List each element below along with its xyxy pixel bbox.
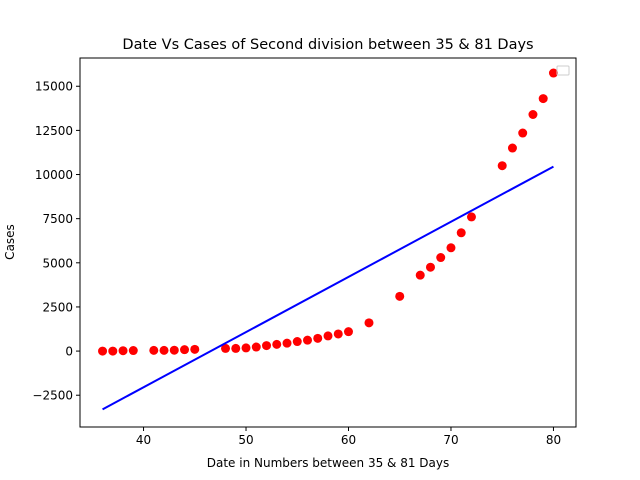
legend-box xyxy=(556,65,570,76)
data-point xyxy=(303,335,313,345)
axes: 40 50 60 70 80 −2500 0 2500 5000 7500 10000 12500 15… xyxy=(32,57,577,447)
data-point xyxy=(538,94,548,104)
data-point xyxy=(272,339,282,349)
data-point xyxy=(169,345,179,355)
y-axis-title: Cases xyxy=(3,224,17,260)
plot-area xyxy=(98,68,558,411)
x-tick-label: 50 xyxy=(238,433,253,447)
x-tick-label: 70 xyxy=(443,433,458,447)
data-point xyxy=(395,291,405,301)
data-point xyxy=(221,343,231,353)
data-point xyxy=(231,343,241,353)
data-point xyxy=(466,212,476,222)
data-point xyxy=(159,345,169,355)
y-tick-label: 5000 xyxy=(42,256,73,270)
data-point xyxy=(118,346,128,356)
x-tick-label: 40 xyxy=(136,433,151,447)
data-point xyxy=(108,346,118,356)
y-tick-label: −2500 xyxy=(32,389,73,403)
data-point xyxy=(313,333,323,343)
data-point xyxy=(180,345,190,355)
x-tick-label: 80 xyxy=(546,433,561,447)
data-point xyxy=(333,329,343,339)
data-point xyxy=(436,253,446,263)
data-point xyxy=(190,344,200,354)
data-point xyxy=(364,318,374,328)
axes-frame xyxy=(79,57,577,428)
x-axis-title: Date in Numbers between 35 & 81 Days xyxy=(207,456,450,470)
data-point xyxy=(415,270,425,280)
data-point xyxy=(518,128,528,138)
data-point xyxy=(446,243,456,253)
y-tick-label: 15000 xyxy=(35,80,73,94)
chart-title: Date Vs Cases of Second division between… xyxy=(122,37,533,53)
y-tick-label: 12500 xyxy=(35,124,73,138)
y-tick-label: 2500 xyxy=(42,300,73,314)
data-point xyxy=(282,338,292,348)
y-tick-label: 7500 xyxy=(42,212,73,226)
fit-line xyxy=(102,165,554,411)
data-point xyxy=(497,161,507,171)
data-point xyxy=(149,345,159,355)
data-point xyxy=(323,331,333,341)
data-point xyxy=(507,143,517,153)
data-point xyxy=(128,346,138,356)
data-point xyxy=(548,68,558,78)
y-tick-label: 0 xyxy=(65,345,73,359)
data-point xyxy=(98,346,108,356)
data-point xyxy=(425,262,435,272)
data-point xyxy=(292,337,302,347)
data-point xyxy=(528,109,538,119)
data-point xyxy=(262,341,272,351)
data-point xyxy=(251,342,261,352)
y-tick-label: 10000 xyxy=(35,168,73,182)
x-tick-label: 60 xyxy=(341,433,356,447)
data-point xyxy=(456,228,466,238)
data-point xyxy=(241,343,251,353)
data-point xyxy=(343,327,353,337)
